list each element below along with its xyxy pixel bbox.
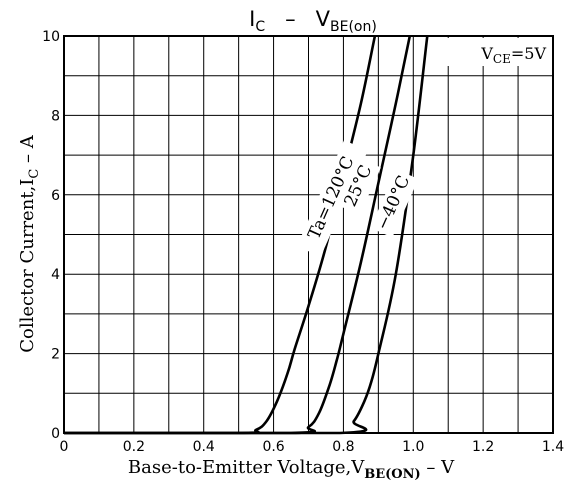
series-label-bg-minus40 <box>370 169 419 238</box>
condition-label: VCE=5V <box>480 44 546 66</box>
x-tick-label: 0.6 <box>262 439 284 455</box>
y-tick-label: 4 <box>51 267 60 283</box>
y-tick-label: 2 <box>51 347 60 363</box>
x-tick-label: 0.8 <box>332 439 354 455</box>
y-tick-label: 6 <box>51 188 60 204</box>
x-tick-label: 1.4 <box>542 439 564 455</box>
y-tick-labels: 0 2 4 6 8 10 <box>42 29 60 442</box>
condition-box <box>442 38 550 66</box>
series-label-bg-25 <box>337 157 381 216</box>
x-axis-label: Base-to-Emitter Voltage,VBE(ON) – V <box>128 457 455 482</box>
x-tick-label: 0 <box>60 439 69 455</box>
plot-frame <box>63 35 554 434</box>
y-axis-label: Collector Current,IC – A <box>17 134 42 353</box>
x-tick-label: 0.2 <box>123 439 145 455</box>
y-tick-label: 10 <box>42 29 60 45</box>
chart-title: IC – VBE(on) <box>249 7 377 35</box>
x-tick-label: 0.4 <box>193 439 215 455</box>
series-label-bg-120 <box>296 140 368 257</box>
y-tick-label: 0 <box>51 426 60 442</box>
y-tick-label: 8 <box>51 108 60 124</box>
x-tick-label: 1.2 <box>472 439 494 455</box>
x-tick-label: 1.0 <box>402 439 424 455</box>
x-tick-labels: 0 0.2 0.4 0.6 0.8 1.0 1.2 1.4 <box>60 439 565 455</box>
